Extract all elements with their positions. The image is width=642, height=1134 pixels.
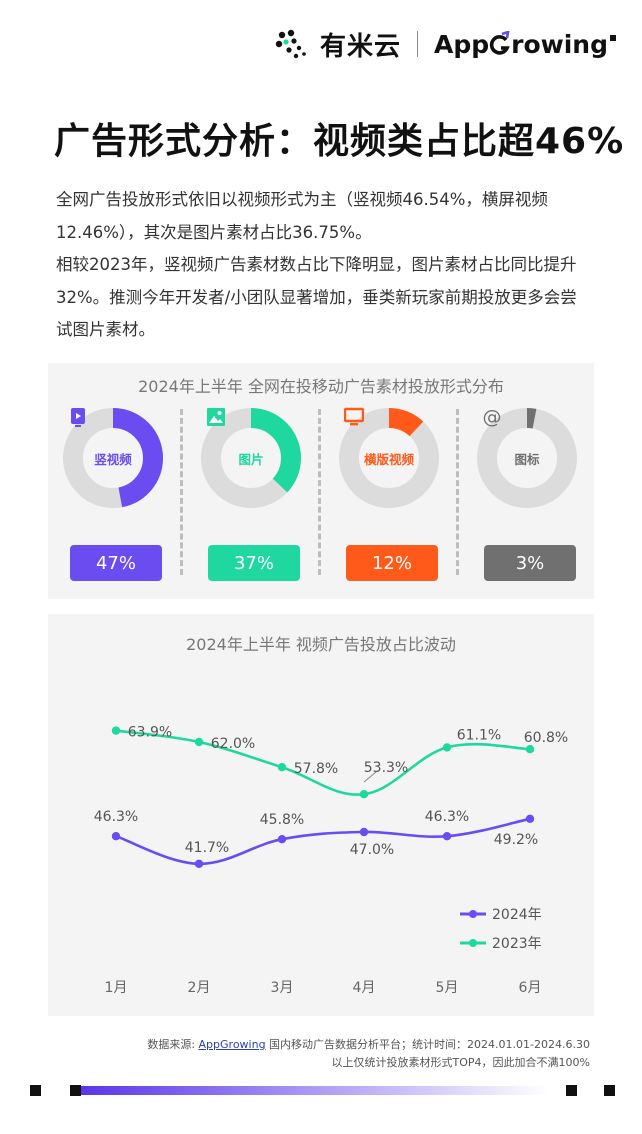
appgrowing-g-icon: [490, 31, 510, 55]
footer-source-link[interactable]: AppGrowing: [198, 1038, 266, 1051]
donut-ring: [201, 408, 301, 508]
percent-badge: 3%: [484, 545, 576, 581]
footer-note: 以上仅统计投放素材形式TOP4，因此加合不满100%: [331, 1056, 590, 1069]
donut-label: 图片: [238, 451, 264, 467]
footer-source-prefix: 数据来源:: [147, 1038, 199, 1051]
x-tick-label: 3月: [271, 980, 294, 996]
donut-item: 横版视频 12%: [332, 407, 444, 583]
dashed-divider: [180, 409, 183, 575]
donut-slice: [63, 408, 163, 508]
data-label: 49.2%: [494, 832, 538, 848]
donut-center: 竖视频: [62, 407, 164, 509]
x-tick-label: 2月: [188, 980, 211, 996]
page-title: 广告形式分析：视频类占比超46%: [54, 121, 625, 162]
legend-label: 2024年: [492, 907, 542, 923]
data-label: 46.3%: [425, 809, 469, 825]
data-point: [194, 859, 204, 868]
dashed-divider: [456, 409, 459, 575]
donut-slice: [339, 408, 439, 508]
series-line: [115, 817, 531, 866]
data-point: [194, 737, 204, 747]
trend-panel: 2024年上半年 视频广告投放占比波动 46.3% 41.7% 45.8% 47.0% 4…: [48, 614, 594, 1016]
data-point: [359, 827, 369, 837]
donut-label: 横版视频: [363, 451, 414, 467]
donut-label: 竖视频: [94, 451, 132, 467]
brand-divider: [416, 31, 418, 57]
description: 全网广告投放形式依旧以视频形式为主（竖视频46.54%，横屏视频12.46%），…: [56, 184, 588, 347]
data-point: [277, 763, 287, 772]
data-label: 60.8%: [524, 730, 568, 746]
brand-name-en: App rowing: [434, 30, 616, 59]
footer: 数据来源: AppGrowing 国内移动广告数据分析平台；统计时间：2024.…: [147, 1036, 590, 1072]
data-label: 47.0%: [350, 842, 394, 858]
dashed-divider: [318, 409, 321, 575]
data-label: 63.9%: [128, 725, 172, 741]
x-tick-label: 6月: [519, 980, 542, 996]
donut-item: 图片 37%: [194, 407, 306, 583]
donut-ring: [63, 408, 163, 508]
data-label: 57.8%: [294, 761, 338, 777]
donut-label: 图标: [514, 451, 540, 467]
data-label: 53.3%: [364, 760, 408, 776]
donut-ring: [339, 408, 439, 508]
bottom-decoration: [30, 1085, 615, 1096]
x-tick-label: 1月: [105, 980, 128, 996]
svg-text:@: @: [483, 407, 502, 427]
brand-en-prefix: App: [433, 29, 490, 59]
donut-item: 竖视频 47%: [56, 407, 168, 583]
x-tick-label: 4月: [353, 980, 376, 996]
data-label: 45.8%: [260, 812, 304, 828]
percent-badge: 47%: [70, 545, 162, 581]
monitor-icon: [344, 407, 364, 426]
distribution-panel: 2024年上半年 全网在投移动广告素材投放形式分布 竖视频 47% 图片 37% 横版视…: [48, 363, 594, 599]
line-chart: 2024年上半年 视频广告投放占比波动 46.3% 41.7% 45.8% 47.0% 4…: [94, 635, 568, 996]
data-label: 61.1%: [457, 727, 501, 743]
distribution-chart-title: 2024年上半年 全网在投移动广告素材投放形式分布: [138, 377, 504, 396]
donut-center: @ 图标: [476, 407, 578, 509]
data-label: 41.7%: [185, 840, 229, 856]
donut-item: @ 图标 3%: [470, 407, 582, 583]
data-point: [525, 814, 535, 823]
data-point: [111, 832, 121, 841]
description-paragraph: 全网广告投放形式依旧以视频形式为主（竖视频46.54%，横屏视频12.46%），…: [56, 190, 548, 242]
header: 有米云 App rowing: [274, 24, 616, 64]
footer-source-line: 数据来源: AppGrowing 国内移动广告数据分析平台；统计时间：2024.…: [147, 1036, 590, 1054]
data-label: 46.3%: [94, 809, 138, 825]
donut-center: 横版视频: [338, 407, 440, 509]
donut-center: 图片: [200, 407, 302, 509]
series-line: [115, 729, 531, 796]
label-leader: [363, 771, 377, 783]
youmi-logo-icon: [275, 29, 306, 59]
brand-dot: [610, 35, 616, 41]
description-paragraph: 相较2023年，竖视频广告素材数占比下降明显，图片素材占比同比提升32%。推测今…: [56, 255, 577, 339]
data-point: [442, 832, 452, 841]
data-point: [525, 745, 535, 754]
percent-badge: 12%: [346, 545, 438, 581]
donut-slice: [477, 408, 577, 508]
data-point: [111, 726, 121, 735]
brand-name-cn: 有米云: [319, 31, 401, 62]
video-phone-icon: [71, 408, 85, 427]
donut-slice: [201, 408, 301, 508]
x-tick-label: 5月: [436, 980, 459, 996]
legend-label: 2023年: [492, 936, 542, 952]
image-icon: [207, 408, 225, 426]
data-point: [442, 743, 452, 752]
data-point: [277, 835, 287, 844]
brand-en-suffix: rowing: [511, 29, 608, 59]
trend-chart-title: 2024年上半年 视频广告投放占比波动: [186, 635, 456, 654]
data-point: [359, 790, 369, 799]
data-label: 62.0%: [211, 736, 255, 752]
at-icon: @: [483, 407, 502, 427]
legend-marker: [469, 939, 477, 947]
legend-marker: [469, 910, 477, 918]
footer-source-suffix: 国内移动广告数据分析平台；统计时间：2024.01.01-2024.6.30: [265, 1038, 590, 1051]
percent-badge: 37%: [208, 545, 300, 581]
donut-ring: [477, 408, 577, 508]
